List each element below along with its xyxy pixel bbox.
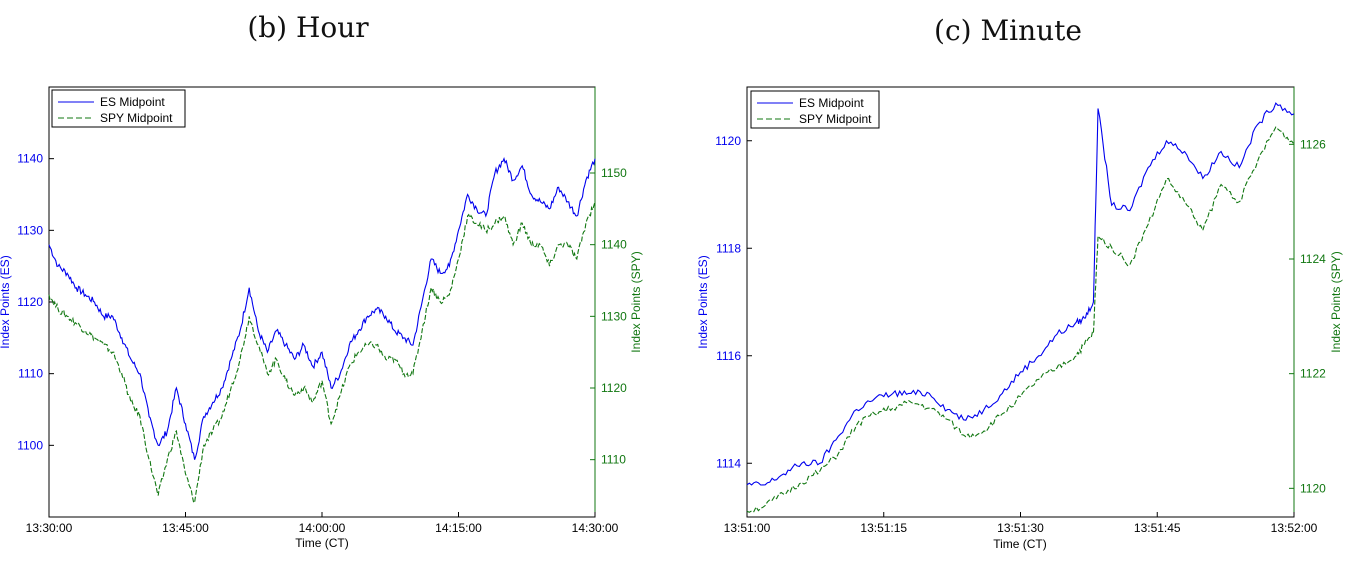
minute-subtitle: (c) Minute: [934, 14, 1082, 47]
minute-legend-spy-label: SPY Midpoint: [799, 112, 872, 126]
hour-series-lines: [48, 157, 596, 504]
minute-x-tick-label: 13:51:15: [860, 521, 907, 535]
hour-right-ticks: 1110 1120 1130 1140 1150: [590, 166, 627, 467]
hour-left-tick-label: 1130: [17, 223, 43, 237]
hour-right-tick-label: 1120: [601, 381, 627, 395]
hour-right-tick-label: 1130: [601, 309, 627, 323]
minute-right-tick-label: 1126: [1300, 137, 1326, 151]
hour-left-ticks: 1100 1110 1120 1130 1140: [17, 152, 54, 452]
hour-legend-es-label: ES Midpoint: [100, 95, 165, 109]
minute-left-ticks: 1114 1116 1118 1120: [715, 134, 752, 470]
hour-left-tick-label: 1140: [17, 152, 43, 166]
minute-spy-midpoint-line: [746, 126, 1295, 513]
hour-x-tick-label: 14:15:00: [435, 521, 482, 535]
hour-x-tick-label: 14:30:00: [572, 521, 619, 535]
hour-right-tick-label: 1150: [601, 166, 627, 180]
hour-legend-box: [51, 89, 186, 128]
minute-right-tick-label: 1124: [1300, 252, 1326, 266]
hour-subtitle: (b) Hour: [247, 11, 369, 44]
minute-legend-es-label: ES Midpoint: [799, 96, 864, 110]
hour-legend: ES Midpoint SPY Midpoint: [51, 89, 186, 128]
hour-left-axis-label: Index Points (ES): [0, 255, 12, 348]
minute-left-tick-label: 1120: [715, 134, 741, 148]
minute-left-tick-label: 1114: [716, 456, 741, 470]
minute-panel: (c) Minute 1114 1116 1118 1120 1120 1122 1124…: [696, 14, 1343, 551]
hour-right-axis-label: Index Points (SPY): [629, 251, 643, 352]
hour-es-midpoint-line: [48, 157, 596, 460]
minute-x-axis-label: Time (CT): [993, 537, 1047, 551]
hour-x-tick-label: 14:00:00: [299, 521, 346, 535]
minute-left-tick-label: 1116: [716, 349, 741, 363]
hour-x-ticks: 13:30:00 13:45:00 14:00:00 14:15:00 14:30:00: [26, 512, 619, 535]
minute-x-tick-label: 13:51:00: [724, 521, 771, 535]
hour-x-tick-label: 13:30:00: [26, 521, 73, 535]
minute-right-tick-label: 1122: [1300, 367, 1326, 381]
minute-x-tick-label: 13:52:00: [1271, 521, 1318, 535]
minute-legend-box: [750, 90, 880, 129]
hour-left-tick-label: 1100: [17, 438, 43, 452]
minute-right-tick-label: 1120: [1300, 481, 1326, 495]
minute-left-axis-label: Index Points (ES): [696, 255, 710, 348]
minute-left-tick-label: 1118: [716, 241, 741, 255]
hour-right-tick-label: 1140: [601, 238, 627, 252]
minute-right-ticks: 1120 1122 1124 1126: [1289, 137, 1326, 495]
minute-series-lines: [746, 102, 1295, 513]
hour-left-tick-label: 1110: [18, 367, 43, 381]
minute-x-ticks: 13:51:00 13:51:15 13:51:30 13:51:45 13:52:00: [724, 512, 1318, 535]
hour-left-tick-label: 1120: [17, 295, 43, 309]
hour-spy-midpoint-line: [48, 201, 596, 504]
minute-x-tick-label: 13:51:30: [997, 521, 1044, 535]
minute-legend: ES Midpoint SPY Midpoint: [750, 90, 880, 129]
minute-right-axis-label: Index Points (SPY): [1329, 251, 1343, 352]
hour-x-axis-label: Time (CT): [295, 536, 349, 550]
minute-es-midpoint-line: [746, 102, 1295, 486]
hour-x-tick-label: 13:45:00: [162, 521, 209, 535]
minute-x-tick-label: 13:51:45: [1134, 521, 1181, 535]
hour-legend-spy-label: SPY Midpoint: [100, 111, 173, 125]
hour-right-tick-label: 1110: [601, 453, 626, 467]
hour-plot-frame: [48, 86, 596, 518]
